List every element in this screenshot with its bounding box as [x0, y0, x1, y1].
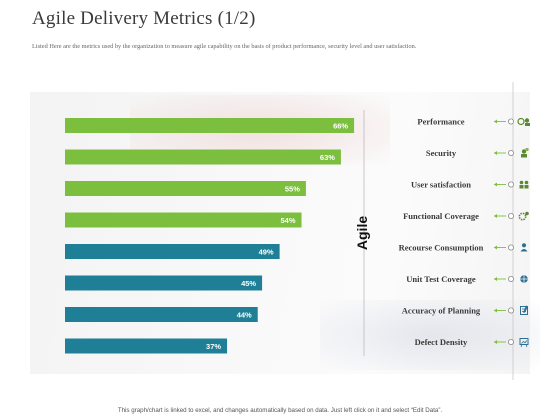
bar-4[interactable] [65, 244, 280, 259]
users-icon [519, 180, 529, 189]
timeline-node [507, 212, 514, 219]
checklist-icon [520, 305, 528, 315]
category-labels-group: Performance Security User satisfaction Func… [399, 117, 484, 348]
bar-value-label: 37% [206, 342, 221, 351]
target-icon [520, 275, 528, 283]
connector-arrowhead [494, 340, 497, 344]
category-label: Unit Test Coverage [406, 274, 476, 284]
bar-value-label: 63% [320, 153, 335, 162]
background-decoration [320, 300, 540, 370]
bar-3[interactable] [65, 212, 302, 228]
category-label: Defect Density [415, 337, 468, 347]
connector-arrowhead [494, 182, 497, 187]
bar-value-label: 44% [237, 310, 252, 319]
bar-labels-group: 66% 63% 55% 54% 49% 45% 44% 37% [206, 121, 348, 350]
icons-group [517, 117, 530, 348]
timeline-node [507, 338, 514, 345]
bar-value-label: 55% [285, 184, 300, 193]
bar-value-label: 45% [241, 279, 256, 288]
bar-value-label: 54% [281, 216, 296, 225]
agile-group-label: Agile [354, 216, 370, 250]
gear-settings-icon [518, 211, 529, 221]
bar-5[interactable] [65, 275, 263, 291]
bar-6[interactable] [65, 307, 258, 322]
gears-people-icon [517, 117, 530, 126]
bar-value-label: 66% [333, 121, 348, 130]
category-label: Recourse Consumption [399, 243, 484, 253]
connector-arrowhead [494, 277, 497, 281]
footer-note: This graph/chart is linked to excel, and… [117, 407, 443, 414]
connectors-group [494, 118, 514, 345]
connector-arrowhead [494, 308, 497, 313]
category-label: Functional Coverage [403, 211, 479, 221]
connector-arrowhead [494, 119, 497, 124]
security-user-icon [521, 148, 529, 158]
category-label: Performance [417, 117, 464, 127]
connector-arrowhead [494, 151, 497, 155]
connector-arrowhead [494, 245, 497, 250]
category-label: User satisfaction [411, 180, 471, 190]
timeline-node [507, 149, 514, 156]
bar-2[interactable] [65, 181, 306, 196]
category-label: Security [426, 148, 457, 158]
category-label: Accuracy of Planning [402, 306, 481, 316]
chart-board-icon [519, 338, 529, 348]
bar-1[interactable] [65, 149, 341, 165]
connector-arrowhead [494, 214, 497, 218]
timeline-node [507, 118, 514, 125]
bar-value-label: 49% [259, 247, 274, 256]
timeline-node [507, 244, 514, 251]
timeline-node [507, 181, 514, 188]
chart-background [30, 92, 530, 374]
bars-group [65, 118, 355, 354]
bar-0[interactable] [65, 118, 355, 133]
page-title: Agile Delivery Metrics (1/2) [32, 8, 256, 29]
person-icon [520, 243, 528, 252]
timeline-node [507, 307, 514, 314]
page-subtitle: Listed Here are the metrics used by the … [32, 43, 417, 50]
timeline-node [507, 275, 514, 282]
bar-7[interactable] [65, 338, 228, 354]
